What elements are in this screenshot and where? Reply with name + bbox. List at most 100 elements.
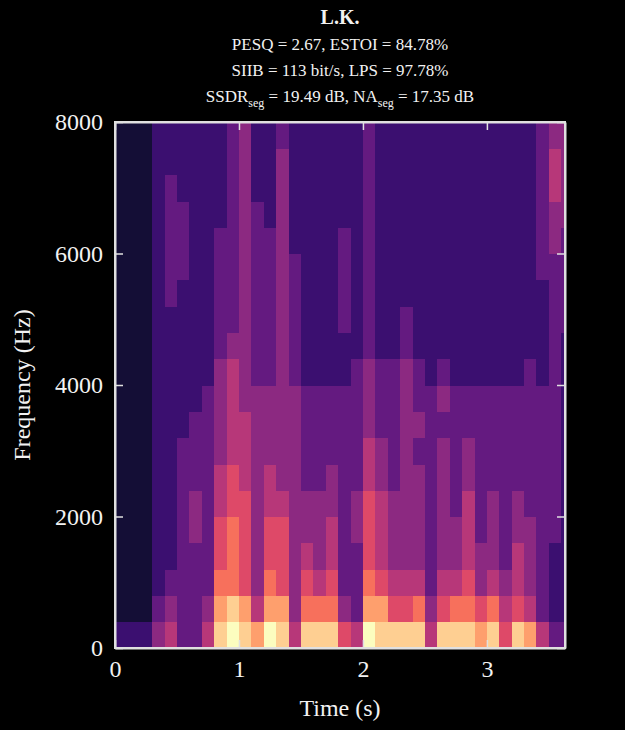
cell: [264, 332, 277, 359]
cell: [375, 227, 388, 254]
cell: [289, 385, 302, 412]
cell: [363, 201, 376, 228]
cell: [227, 543, 240, 570]
cell: [313, 517, 326, 544]
cell: [363, 306, 376, 333]
cell: [400, 122, 413, 149]
cell: [413, 622, 426, 648]
cell: [338, 175, 351, 202]
cell: [276, 122, 289, 149]
cell: [450, 411, 463, 438]
cell: [499, 490, 512, 517]
cell: [165, 385, 178, 412]
cell: [251, 359, 264, 386]
cell: [276, 227, 289, 254]
cell: [177, 227, 190, 254]
cell: [313, 201, 326, 228]
cell: [487, 595, 500, 622]
cell: [276, 175, 289, 202]
cell: [227, 438, 240, 465]
cell: [363, 464, 376, 491]
cell: [450, 280, 463, 307]
cell: [512, 306, 525, 333]
cell: [152, 517, 165, 544]
cell: [375, 148, 388, 175]
cell: [536, 306, 549, 333]
cell: [512, 595, 525, 622]
cell: [115, 569, 128, 596]
cell: [140, 595, 153, 622]
cell: [437, 280, 450, 307]
cell: [276, 569, 289, 596]
cell: [202, 490, 215, 517]
cell: [487, 622, 500, 648]
cell: [264, 122, 277, 149]
cell: [140, 175, 153, 202]
cell: [388, 227, 401, 254]
tick: [557, 385, 565, 386]
cell: [202, 227, 215, 254]
cell: [127, 280, 140, 307]
cell: [152, 280, 165, 307]
cell: [251, 227, 264, 254]
cell: [524, 175, 537, 202]
cell: [388, 622, 401, 648]
cell: [289, 254, 302, 281]
cell: [512, 385, 525, 412]
cell: [413, 280, 426, 307]
cell: [363, 411, 376, 438]
cell: [524, 385, 537, 412]
cell: [313, 175, 326, 202]
cell: [462, 595, 475, 622]
cell: [549, 254, 562, 281]
x-axis-title: Time (s): [299, 695, 380, 721]
tick: [557, 254, 565, 255]
cell: [437, 438, 450, 465]
y-axis-title: Frequency (Hz): [9, 309, 35, 460]
cell: [512, 227, 525, 254]
cell: [512, 254, 525, 281]
cell: [177, 201, 190, 228]
cell: [475, 595, 488, 622]
cell: [425, 569, 438, 596]
tick-label: 2000: [55, 504, 103, 530]
cell: [499, 411, 512, 438]
cell: [115, 332, 128, 359]
cell: [413, 122, 426, 149]
cell: [338, 595, 351, 622]
cell: [450, 490, 463, 517]
cell: [165, 464, 178, 491]
cell: [462, 332, 475, 359]
cell: [289, 569, 302, 596]
cell: [536, 569, 549, 596]
tick-label: 3: [481, 656, 493, 682]
cell: [140, 569, 153, 596]
cell: [301, 517, 314, 544]
cell: [227, 385, 240, 412]
cell: [462, 201, 475, 228]
cell: [189, 543, 202, 570]
cell: [536, 385, 549, 412]
cell: [549, 359, 562, 386]
cell: [115, 122, 128, 149]
cell: [214, 569, 227, 596]
cell: [189, 227, 202, 254]
cell: [177, 254, 190, 281]
cell: [425, 359, 438, 386]
cell: [549, 464, 562, 491]
cell: [363, 438, 376, 465]
cell: [276, 359, 289, 386]
cell: [437, 175, 450, 202]
cell: [202, 359, 215, 386]
cell: [301, 122, 314, 149]
cell: [239, 122, 252, 149]
cell: [400, 490, 413, 517]
cell: [462, 517, 475, 544]
cell: [338, 254, 351, 281]
cell: [425, 543, 438, 570]
cell: [375, 622, 388, 648]
cell: [276, 517, 289, 544]
cell: [326, 438, 339, 465]
tick: 3: [481, 640, 493, 682]
cell: [239, 438, 252, 465]
